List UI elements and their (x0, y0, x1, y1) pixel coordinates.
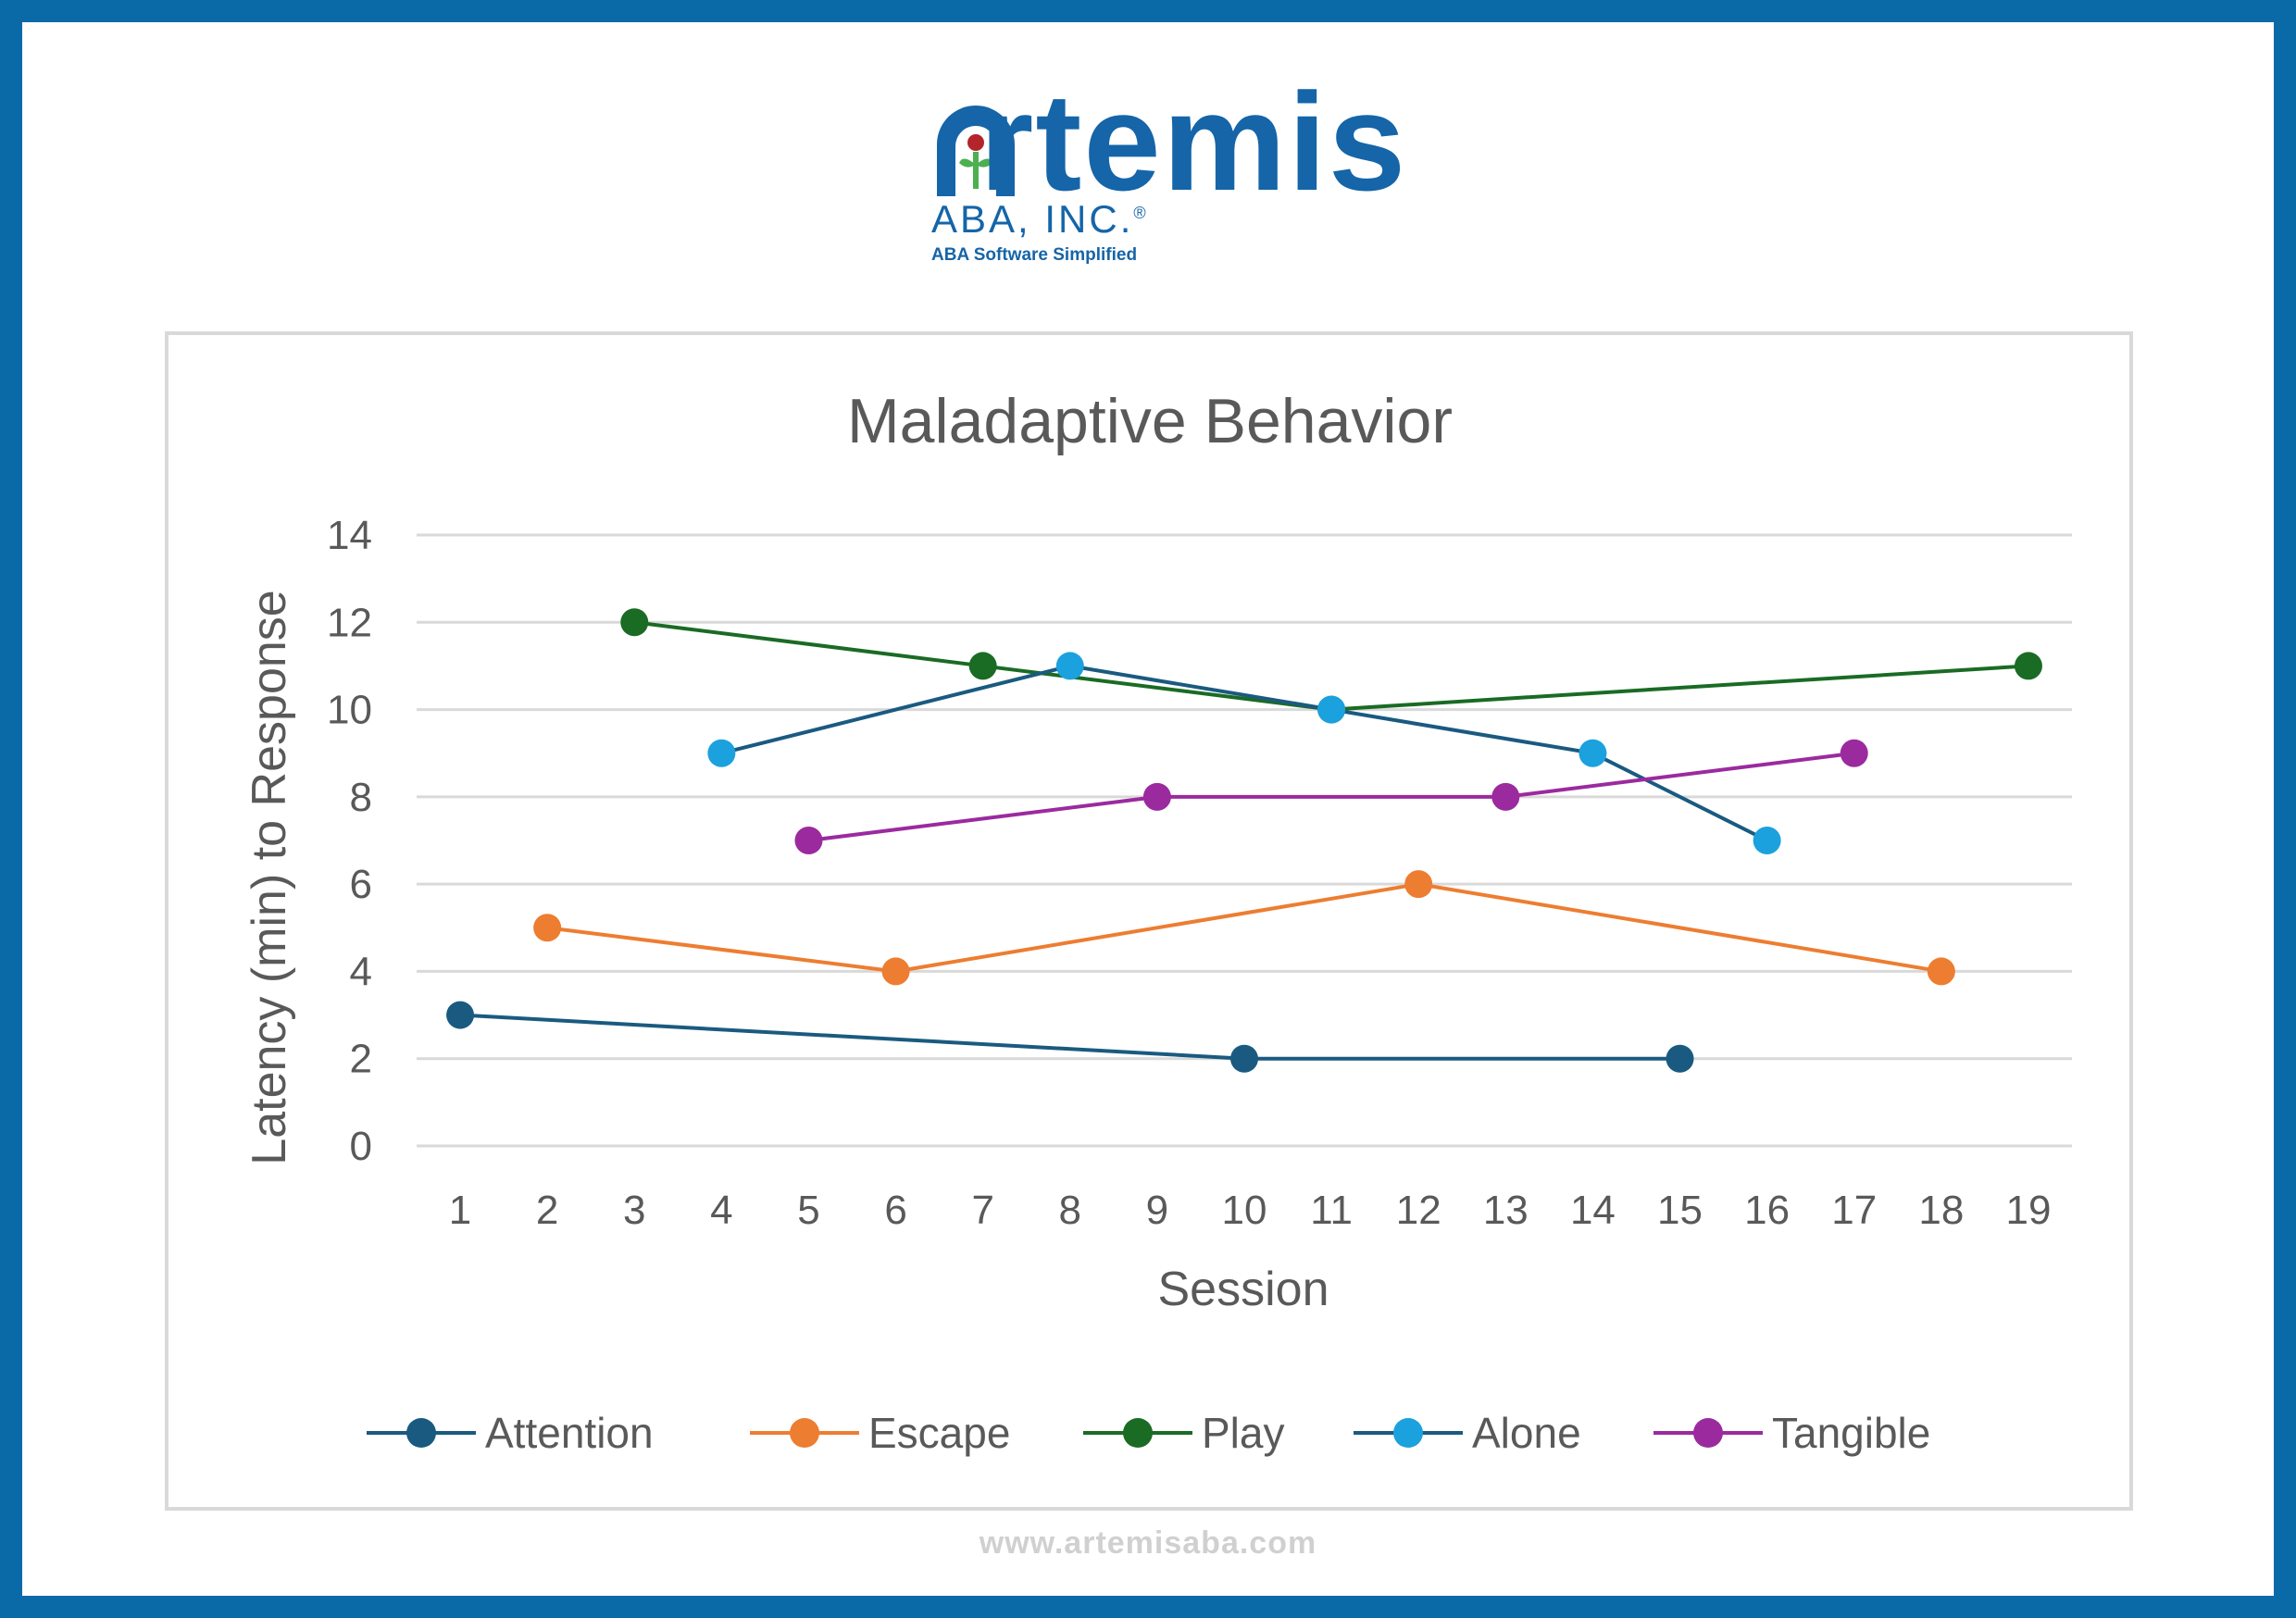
legend-item: Alone (1354, 1409, 1581, 1457)
data-point (881, 957, 910, 986)
legend-item: Play (1083, 1409, 1284, 1457)
data-point (446, 1001, 475, 1029)
x-tick-label: 17 (1831, 1188, 1877, 1233)
data-point (1927, 957, 1955, 986)
x-tick-label: 18 (1918, 1188, 1964, 1233)
legend-marker (790, 1418, 819, 1448)
x-tick-label: 7 (971, 1188, 993, 1233)
legend-marker (1693, 1418, 1723, 1448)
data-point (1753, 827, 1781, 854)
data-point (1404, 870, 1433, 899)
data-point (707, 739, 736, 767)
x-tick-label: 15 (1657, 1188, 1703, 1233)
x-tick-label: 14 (1570, 1188, 1616, 1233)
x-tick-label: 16 (1744, 1188, 1790, 1233)
legend-marker (1123, 1418, 1153, 1448)
legend-label: Attention (485, 1409, 654, 1457)
legend-item: Escape (750, 1409, 1010, 1457)
y-tick-label: 10 (327, 688, 372, 733)
logo-arch-icon (937, 106, 1015, 196)
data-point (2014, 652, 2042, 680)
x-tick-labels: 1 2 3 4 5 6 7 8 9 10 11 12 13 14 15 16 17 18 19 (449, 1188, 2052, 1233)
x-tick-label: 4 (710, 1188, 732, 1233)
y-tick-label: 6 (350, 862, 372, 907)
x-tick-label: 1 (449, 1188, 471, 1233)
series-attention (446, 1001, 1694, 1073)
brand-subtitle: ABA, INC.® (931, 200, 1149, 239)
data-point (533, 914, 562, 942)
y-tick-label: 8 (350, 775, 372, 820)
x-tick-label: 5 (797, 1188, 819, 1233)
legend-label: Play (1202, 1409, 1284, 1457)
legend-item: Attention (367, 1409, 654, 1457)
registered-mark: ® (1133, 204, 1149, 222)
data-point (1055, 652, 1084, 680)
series-line (546, 882, 1942, 974)
x-tick-label: 8 (1059, 1188, 1081, 1233)
y-axis-label: Latency (min) to Response (243, 590, 296, 1164)
data-point (968, 652, 997, 680)
legend-label: Tangible (1772, 1409, 1930, 1457)
x-tick-label: 12 (1396, 1188, 1441, 1233)
data-point (1142, 782, 1171, 811)
data-point (1230, 1044, 1258, 1073)
series-line (459, 1013, 1680, 1061)
brand-logo: rtemis ABA, INC.® ABA Software Simplifie… (0, 0, 2296, 296)
legend: Attention Escape Play Alone Tangible (367, 1409, 1930, 1457)
x-tick-label: 19 (2005, 1188, 2051, 1233)
x-tick-label: 10 (1222, 1188, 1267, 1233)
legend-label: Alone (1472, 1409, 1581, 1457)
legend-marker (1393, 1418, 1423, 1448)
data-point (1317, 695, 1346, 724)
series-tangible (794, 739, 1868, 854)
x-tick-label: 9 (1146, 1188, 1168, 1233)
x-axis-label: Session (1158, 1263, 1329, 1316)
y-tick-label: 2 (350, 1037, 372, 1082)
x-tick-label: 2 (536, 1188, 558, 1233)
data-point (1491, 782, 1520, 811)
chart-title: Maladaptive Behavior (847, 386, 1453, 456)
series-group (446, 608, 2042, 1073)
x-tick-label: 13 (1483, 1188, 1529, 1233)
data-point (620, 608, 649, 637)
data-point (794, 827, 823, 854)
legend-label: Escape (868, 1409, 1010, 1457)
legend-marker (406, 1418, 436, 1448)
series-alone (707, 652, 1781, 854)
y-tick-label: 0 (350, 1124, 372, 1169)
y-tick-label: 12 (327, 600, 372, 645)
brand-subtitle-text: ABA, INC. (931, 197, 1134, 241)
footer-url: www.artemisaba.com (979, 1525, 1317, 1561)
brand-name: rtemis (980, 64, 1408, 219)
data-point (1666, 1044, 1694, 1073)
chart-container (165, 331, 2133, 1511)
brand-tagline: ABA Software Simplified (931, 245, 1138, 265)
y-tick-label: 4 (350, 949, 372, 994)
x-tick-label: 3 (623, 1188, 645, 1233)
y-tick-label: 14 (327, 513, 372, 558)
y-tick-labels: 0 2 4 6 8 10 12 14 (327, 513, 372, 1169)
legend-item: Tangible (1653, 1409, 1930, 1457)
data-point (1578, 739, 1607, 767)
x-tick-label: 11 (1310, 1188, 1353, 1233)
series-line (634, 620, 2029, 712)
series-escape (533, 870, 1955, 986)
data-point (1840, 739, 1868, 767)
x-tick-label: 6 (884, 1188, 906, 1233)
grid-lines (417, 533, 2072, 1148)
series-line (808, 751, 1854, 842)
